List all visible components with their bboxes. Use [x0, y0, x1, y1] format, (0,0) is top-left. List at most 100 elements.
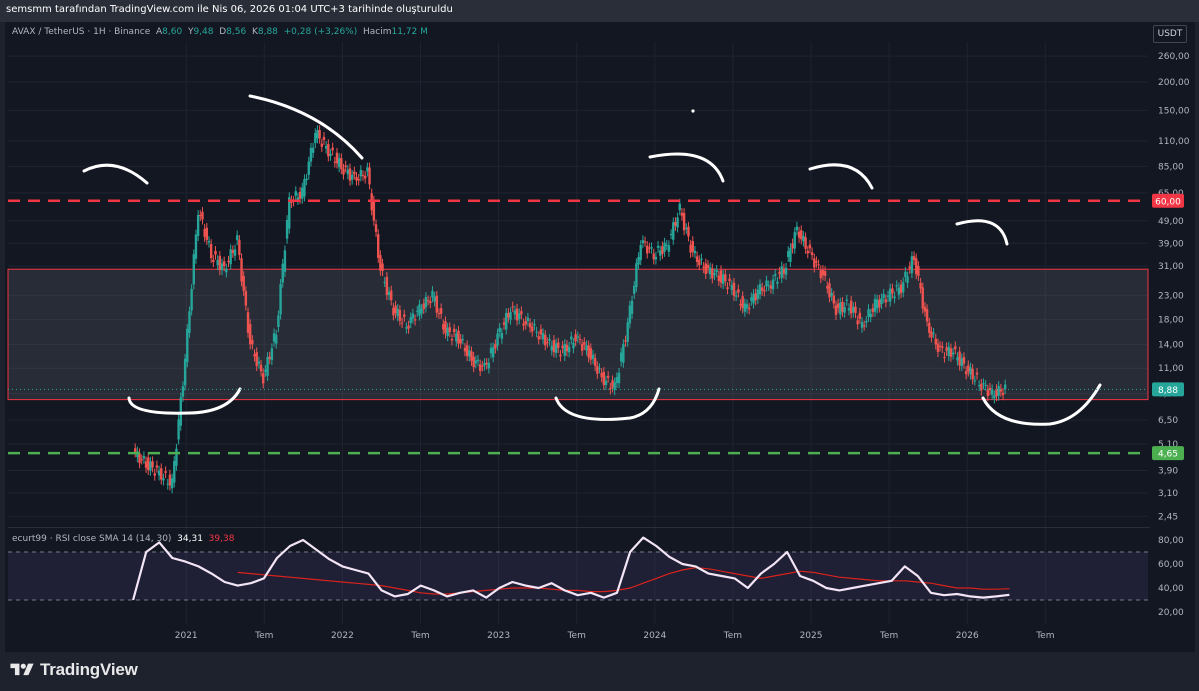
- time-axis-tick: 2023: [487, 631, 510, 641]
- candle-body: [442, 324, 445, 330]
- candle-body: [891, 288, 894, 294]
- candle-body: [439, 308, 443, 314]
- candle-body: [153, 473, 156, 476]
- candle-body: [795, 226, 799, 231]
- candle-body: [572, 342, 575, 349]
- time-axis-tick: Tem: [879, 631, 898, 641]
- chart-pane[interactable]: [5, 22, 1195, 652]
- candle-body: [767, 285, 770, 287]
- candle-body: [797, 231, 801, 238]
- candle-body: [179, 397, 182, 426]
- candle-body: [617, 372, 621, 384]
- candle-body: [732, 282, 736, 296]
- candle-body: [904, 271, 907, 277]
- candle-body: [977, 385, 981, 387]
- candle-body: [196, 214, 200, 236]
- candle-body: [828, 283, 831, 298]
- candle-body: [142, 456, 146, 459]
- rsi-legend: ecurt99 · RSI close SMA 14 (14, 30) 34,3…: [12, 534, 234, 544]
- candle-body: [873, 298, 877, 312]
- candle-body: [817, 264, 820, 266]
- candle-body: [956, 357, 959, 361]
- candle-body: [203, 228, 206, 237]
- current-price-tag-bg: [1152, 382, 1184, 397]
- candle-body: [943, 356, 946, 358]
- candle-body: [841, 301, 844, 312]
- candle-body: [311, 147, 315, 153]
- candle-body: [246, 312, 250, 333]
- candle-body: [919, 282, 922, 289]
- high-value: 9,48: [193, 27, 214, 37]
- candle-body: [756, 289, 760, 299]
- candle-body: [854, 306, 857, 314]
- candle-body: [537, 336, 540, 340]
- current-price-tag: 8,88: [1158, 386, 1178, 396]
- candle-body: [761, 287, 764, 291]
- candle-body: [611, 380, 614, 388]
- candle-body: [589, 348, 593, 360]
- candle-body: [435, 295, 438, 313]
- tradingview-logo-text: TradingView: [40, 660, 138, 679]
- candle-body: [548, 338, 551, 341]
- candle-body: [186, 328, 189, 363]
- candle-body: [216, 260, 219, 266]
- resistance-price-tag: 60,00: [1155, 197, 1181, 207]
- candle-body: [591, 354, 595, 360]
- candle-body: [296, 197, 300, 200]
- candle-body: [413, 319, 417, 321]
- candle-body: [275, 334, 278, 344]
- rsi-ma-value: 39,38: [208, 534, 235, 544]
- candle-body: [570, 336, 573, 340]
- candle-body: [155, 465, 159, 468]
- candle-body: [285, 219, 289, 239]
- candle-body: [301, 187, 304, 199]
- price-axis-tick: 23,00: [1158, 291, 1184, 301]
- candle-body: [654, 256, 658, 260]
- candle-body: [262, 373, 265, 384]
- rsi-axis-tick: 40,00: [1158, 584, 1184, 594]
- candle-body: [728, 278, 731, 282]
- candle-body: [813, 258, 816, 268]
- candle-body: [836, 303, 840, 308]
- support-price-tag-bg: [1152, 446, 1184, 461]
- tradingview-logo[interactable]: TradingView: [10, 660, 138, 680]
- candle-body: [908, 266, 911, 269]
- candle-body: [270, 348, 274, 361]
- volume-value: 11,72 M: [391, 27, 428, 37]
- candle-body: [170, 478, 174, 489]
- candle-body: [222, 261, 226, 267]
- annotation-arc: [808, 163, 874, 190]
- candle-body: [307, 161, 310, 175]
- candle-body: [830, 292, 833, 296]
- price-axis-tick: 18,00: [1158, 316, 1184, 326]
- footer: [0, 652, 1199, 691]
- candle-body: [719, 270, 723, 283]
- candle-body: [774, 274, 777, 276]
- annotation-dot: [691, 109, 695, 113]
- candle-body: [244, 291, 248, 306]
- candle-body: [424, 296, 428, 308]
- candle-body: [448, 327, 451, 332]
- candle-body: [945, 347, 948, 351]
- candle-body: [426, 300, 430, 302]
- time-axis-tick: Tem: [1035, 631, 1054, 641]
- candle-body: [509, 312, 512, 320]
- candle-body: [209, 244, 213, 259]
- candle-body: [711, 268, 714, 279]
- candle-body: [487, 362, 491, 369]
- candle-body: [624, 340, 627, 342]
- annotation-arc: [648, 152, 725, 183]
- currency-button[interactable]: USDT: [1153, 25, 1187, 43]
- candle-body: [385, 276, 389, 295]
- candle-body: [468, 350, 471, 357]
- candle-body: [348, 168, 352, 181]
- candle-body: [669, 234, 673, 236]
- candle-body: [600, 373, 603, 378]
- candle-body: [765, 280, 768, 287]
- candle-body: [930, 331, 933, 338]
- rsi-value: 34,31: [177, 534, 203, 544]
- candle-body: [157, 470, 161, 476]
- candle-body: [162, 478, 165, 481]
- candle-body: [993, 395, 996, 399]
